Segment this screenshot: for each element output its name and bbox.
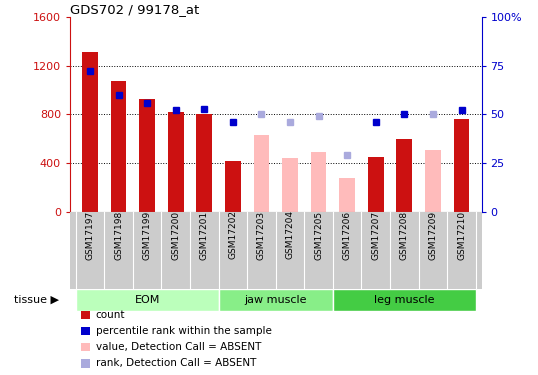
Bar	[282, 158, 298, 212]
Text: leg muscle: leg muscle	[374, 295, 435, 305]
Text: value, Detection Call = ABSENT: value, Detection Call = ABSENT	[96, 342, 261, 352]
Text: GDS702 / 99178_at: GDS702 / 99178_at	[70, 3, 199, 16]
Bar	[218, 289, 333, 311]
Bar	[139, 99, 155, 212]
Bar	[397, 139, 412, 212]
Bar	[253, 135, 270, 212]
Bar	[111, 81, 126, 212]
Bar	[454, 119, 469, 212]
Bar	[168, 112, 183, 212]
Bar	[339, 178, 355, 212]
Bar	[425, 150, 441, 212]
Text: rank, Detection Call = ABSENT: rank, Detection Call = ABSENT	[96, 358, 256, 368]
Bar	[196, 114, 212, 212]
Bar	[311, 152, 327, 212]
Text: EOM: EOM	[134, 295, 160, 305]
Text: jaw muscle: jaw muscle	[244, 295, 307, 305]
Text: percentile rank within the sample: percentile rank within the sample	[96, 326, 272, 336]
Bar	[368, 157, 384, 212]
Text: tissue ▶: tissue ▶	[14, 295, 59, 305]
Bar	[333, 289, 476, 311]
Text: count: count	[96, 310, 125, 320]
Bar	[76, 289, 218, 311]
Bar	[82, 52, 98, 212]
Bar	[225, 160, 240, 212]
